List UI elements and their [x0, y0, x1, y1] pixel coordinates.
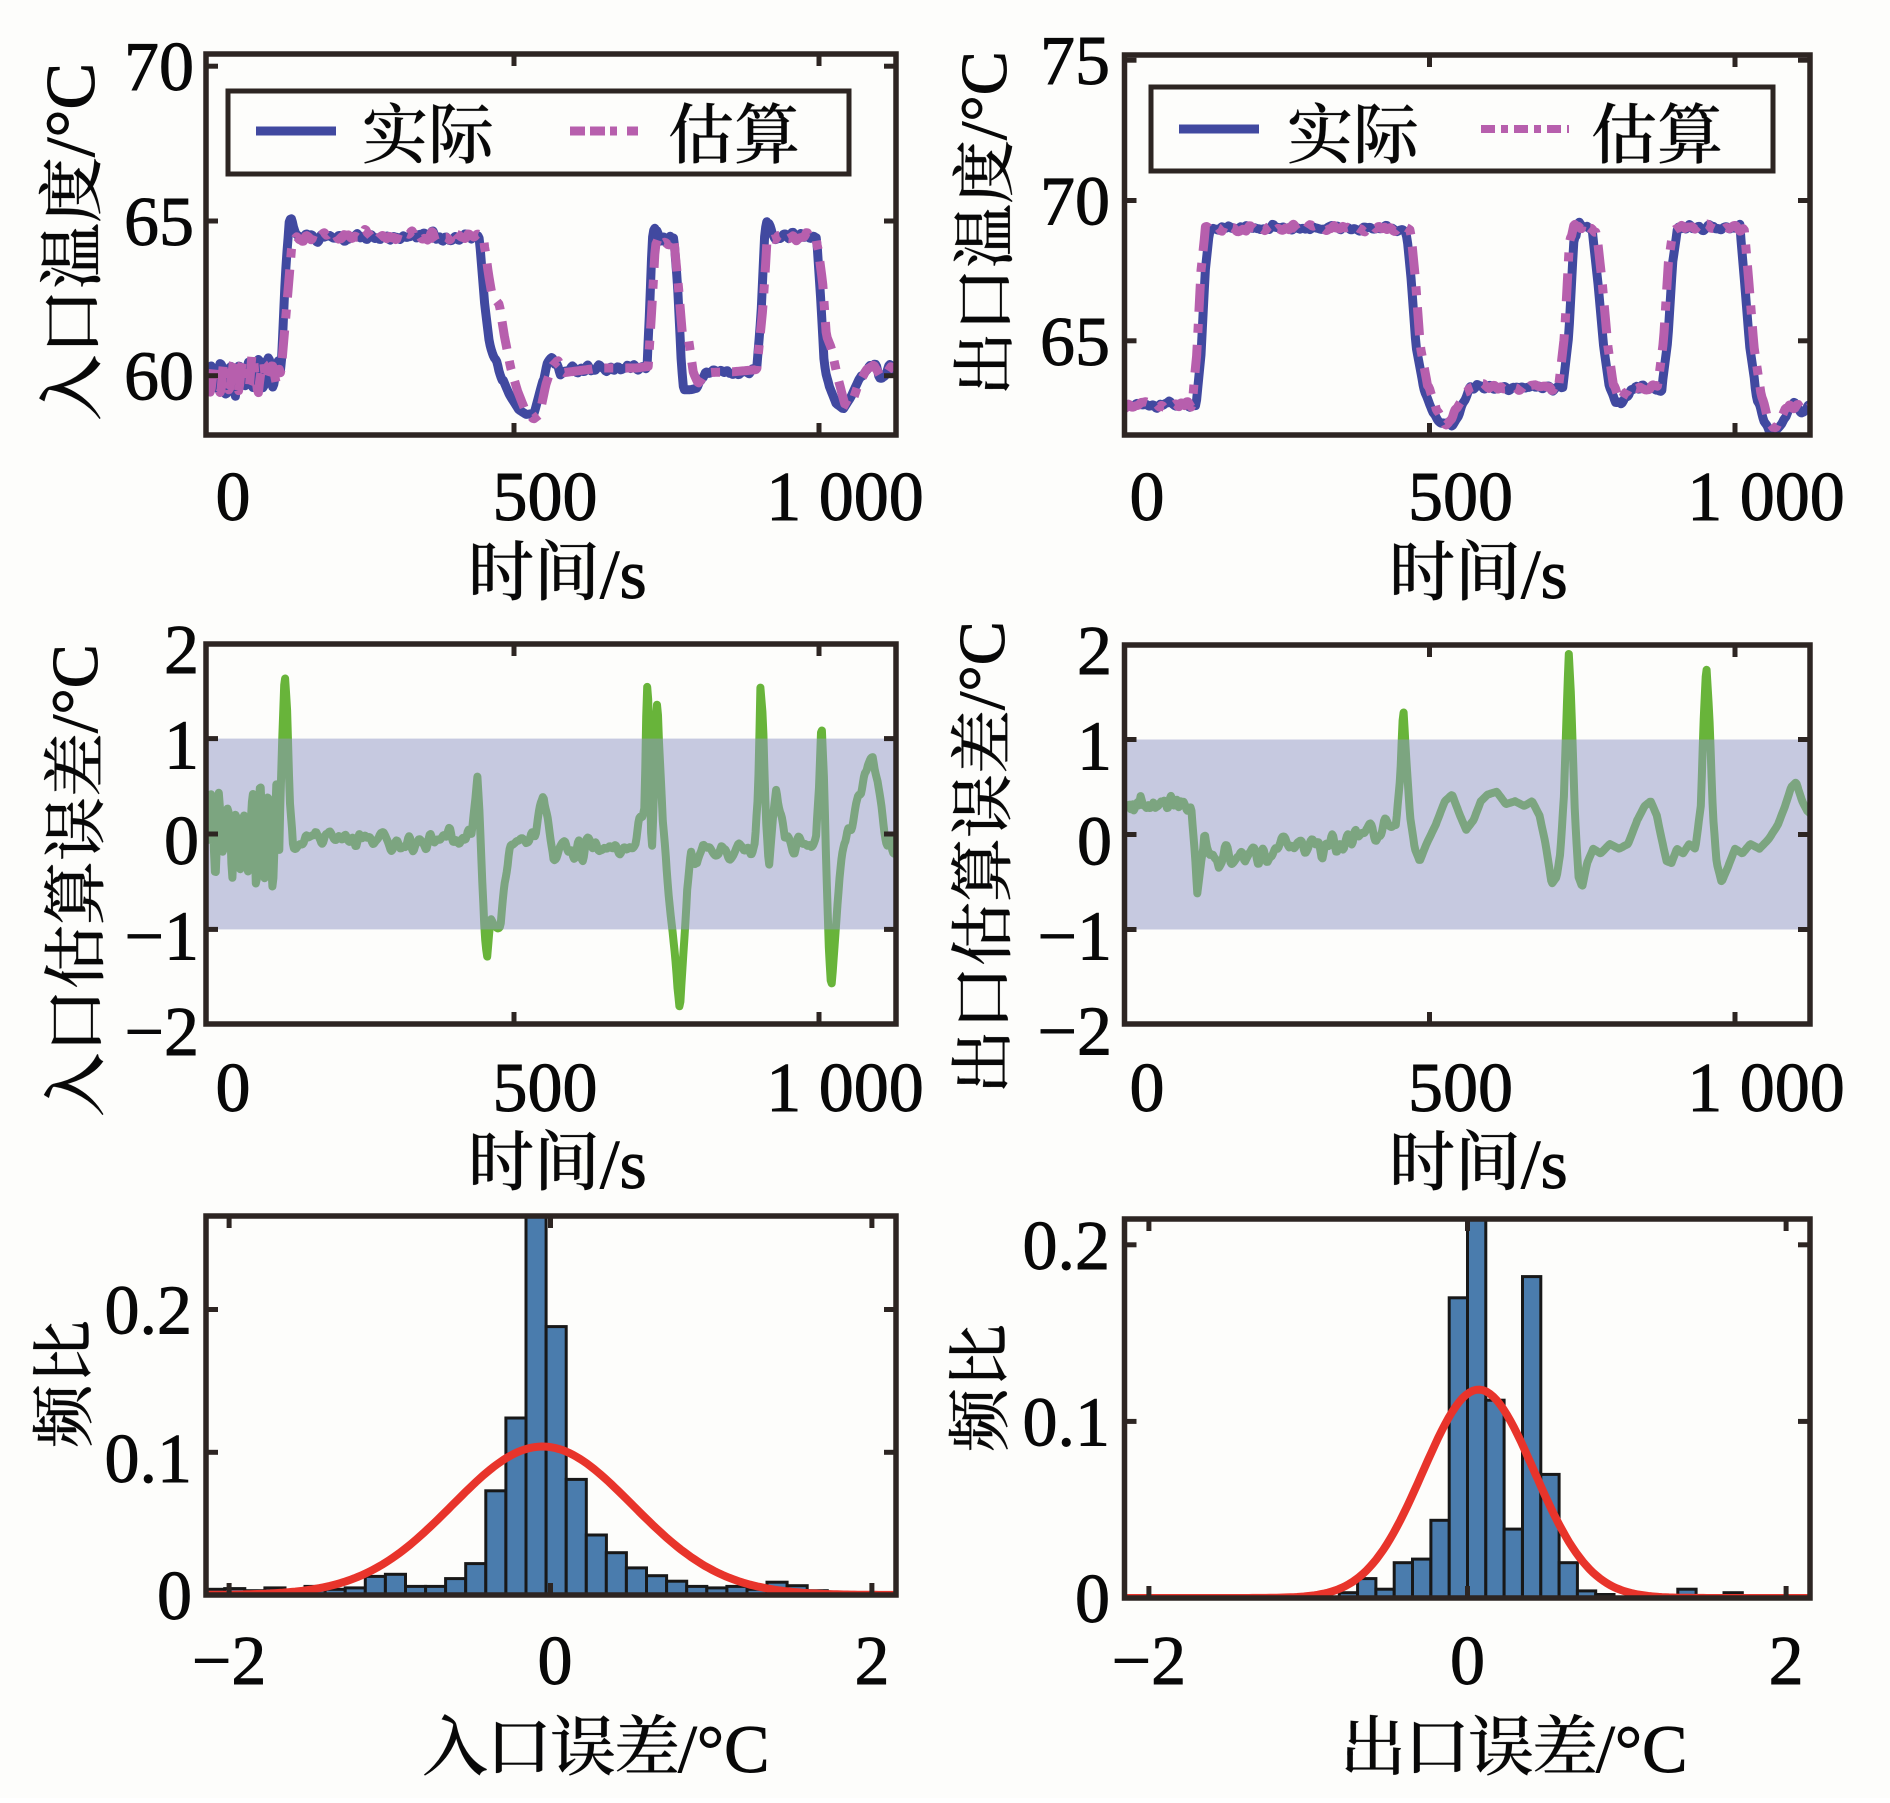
svg-text:0: 0 — [1130, 1050, 1165, 1127]
svg-text:0: 0 — [157, 1558, 192, 1635]
svg-text:0.1: 0.1 — [105, 1421, 193, 1498]
svg-text:/°C: /°C — [33, 63, 110, 157]
svg-text:0.2: 0.2 — [1023, 1208, 1111, 1285]
svg-text:0: 0 — [164, 803, 199, 880]
svg-text:1 000: 1 000 — [766, 1050, 924, 1127]
svg-text:1 000: 1 000 — [1687, 459, 1845, 536]
svg-text:1: 1 — [164, 708, 199, 785]
svg-text:−1: −1 — [125, 899, 199, 976]
svg-text:/°C: /°C — [678, 1711, 769, 1787]
svg-text:0: 0 — [538, 1623, 573, 1700]
svg-text:65: 65 — [1040, 304, 1110, 381]
svg-text:60: 60 — [124, 339, 194, 416]
svg-text:2: 2 — [1769, 1623, 1804, 1700]
svg-text:/°C: /°C — [1596, 1711, 1687, 1787]
svg-text:0: 0 — [216, 459, 251, 536]
svg-text:0: 0 — [1450, 1623, 1485, 1700]
svg-text:/s: /s — [1521, 1127, 1568, 1204]
svg-text:500: 500 — [1408, 1050, 1513, 1127]
svg-text:65: 65 — [124, 184, 194, 261]
svg-text:−2: −2 — [1112, 1623, 1186, 1700]
svg-text:1: 1 — [1077, 709, 1112, 786]
svg-text:−2: −2 — [125, 994, 199, 1071]
svg-text:−2: −2 — [1038, 994, 1112, 1071]
svg-text:0.1: 0.1 — [1023, 1384, 1111, 1461]
svg-text:70: 70 — [1040, 164, 1110, 241]
svg-text:0: 0 — [1130, 459, 1165, 536]
svg-text:−1: −1 — [1038, 899, 1112, 976]
svg-text:0: 0 — [1077, 804, 1112, 881]
svg-text:500: 500 — [493, 1050, 598, 1127]
svg-text:70: 70 — [124, 29, 194, 106]
svg-text:/s: /s — [600, 537, 647, 614]
svg-text:1 000: 1 000 — [766, 459, 924, 536]
svg-text:2: 2 — [855, 1623, 890, 1700]
svg-text:500: 500 — [493, 459, 598, 536]
svg-text:2: 2 — [1077, 613, 1112, 690]
svg-text:75: 75 — [1040, 23, 1110, 100]
svg-text:/s: /s — [1521, 537, 1568, 614]
svg-text:500: 500 — [1408, 459, 1513, 536]
svg-text:/°C: /°C — [946, 621, 1019, 710]
svg-text:−2: −2 — [192, 1623, 266, 1700]
svg-text:1 000: 1 000 — [1687, 1050, 1845, 1127]
svg-text:0.2: 0.2 — [105, 1273, 193, 1350]
svg-text:/°C: /°C — [39, 644, 112, 733]
svg-text:0: 0 — [1075, 1561, 1110, 1638]
svg-text:2: 2 — [164, 612, 199, 689]
svg-text:/°C: /°C — [948, 51, 1021, 140]
svg-text:0: 0 — [216, 1050, 251, 1127]
svg-text:/s: /s — [600, 1127, 647, 1204]
